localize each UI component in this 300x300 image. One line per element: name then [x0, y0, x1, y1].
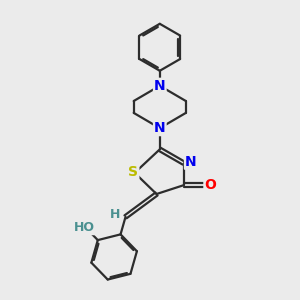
Text: H: H [110, 208, 120, 221]
Text: S: S [128, 165, 138, 179]
Text: N: N [154, 121, 166, 135]
Text: O: O [204, 178, 216, 192]
Text: N: N [154, 79, 166, 93]
Text: N: N [185, 155, 197, 169]
Text: HO: HO [74, 221, 95, 234]
